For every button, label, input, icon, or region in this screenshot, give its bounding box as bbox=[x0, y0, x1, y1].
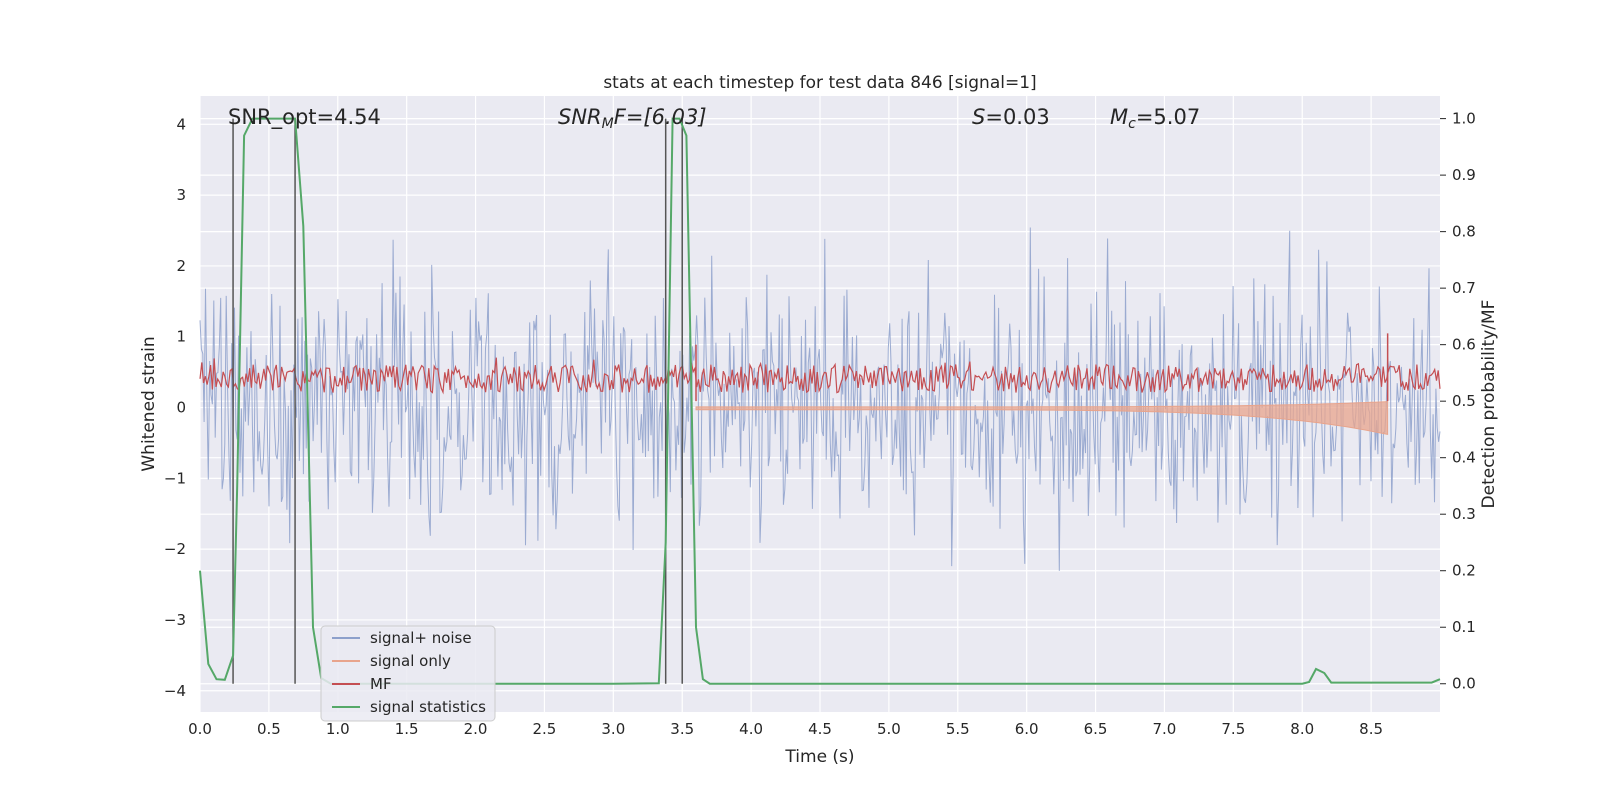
mc-base: M bbox=[1110, 105, 1128, 129]
signal-statistics-line bbox=[199, 117, 1441, 685]
x-tick-label: 1.0 bbox=[326, 720, 350, 738]
x-tick-label: 5.5 bbox=[946, 720, 970, 738]
y-left-tick-label: 0 bbox=[176, 399, 186, 417]
x-axis-label: Time (s) bbox=[784, 747, 854, 767]
s-var: S bbox=[972, 105, 985, 129]
x-tick-label: 6.5 bbox=[1084, 720, 1108, 738]
y-right-tick-label: 0.3 bbox=[1452, 505, 1476, 523]
x-tick-label: 4.5 bbox=[808, 720, 832, 738]
x-tick-label: 3.5 bbox=[670, 720, 694, 738]
y-right-tick-label: 0.6 bbox=[1452, 336, 1476, 354]
mc-rest: =5.07 bbox=[1136, 105, 1200, 129]
y-axis-label-left: Whitened strain bbox=[139, 336, 159, 471]
x-tick-label: 7.0 bbox=[1153, 720, 1177, 738]
y-right-tick-label: 0.0 bbox=[1452, 675, 1476, 693]
signal-only-line bbox=[695, 401, 1389, 436]
x-tick-label: 6.0 bbox=[1015, 720, 1039, 738]
legend-label-signal-only: signal only bbox=[370, 652, 451, 670]
annotation-snr-mf: SNRMF=[6.03] bbox=[558, 105, 707, 132]
snr-mf-sub: M bbox=[602, 116, 614, 132]
snr-mf-base: SNR bbox=[558, 105, 602, 129]
x-tick-label: 8.0 bbox=[1290, 720, 1314, 738]
y-right-tick-label: 0.4 bbox=[1452, 449, 1476, 467]
x-tick-label: 2.0 bbox=[464, 720, 488, 738]
ticks: 0.0 0.5 1.0 1.5 2.0 2.5 3.0 3.5 4.0 4.5 5.0 5.5 6.0 6… bbox=[164, 110, 1476, 738]
x-tick-label: 0.0 bbox=[188, 720, 212, 738]
x-tick-label: 3.0 bbox=[601, 720, 625, 738]
y-left-tick-label: 4 bbox=[176, 115, 186, 133]
y-left-tick-label: 2 bbox=[176, 257, 186, 275]
y-right-tick-label: 0.8 bbox=[1452, 223, 1476, 241]
signal-noise-line bbox=[199, 227, 1441, 571]
grid bbox=[199, 96, 1440, 712]
mf-line bbox=[199, 357, 1441, 395]
y-left-tick-label: −2 bbox=[164, 540, 186, 558]
chart-title: stats at each timestep for test data 846… bbox=[603, 73, 1036, 93]
y-left-tick-label: 1 bbox=[176, 328, 186, 346]
x-tick-label: 0.5 bbox=[257, 720, 281, 738]
x-tick-label: 4.0 bbox=[739, 720, 763, 738]
y-right-tick-label: 0.7 bbox=[1452, 279, 1476, 297]
y-axis-label-right: Detection probability/MF bbox=[1479, 300, 1499, 509]
y-right-tick-label: 1.0 bbox=[1452, 110, 1476, 128]
y-right-tick-label: 0.2 bbox=[1452, 562, 1476, 580]
x-tick-label: 8.5 bbox=[1359, 720, 1383, 738]
x-tick-label: 7.5 bbox=[1221, 720, 1245, 738]
y-left-tick-label: 3 bbox=[176, 186, 186, 204]
legend-label-mf: MF bbox=[370, 675, 392, 693]
annotation-mc: Mc=5.07 bbox=[1110, 105, 1200, 132]
snr-mf-rest: F=[6.03] bbox=[614, 105, 707, 129]
y-right-tick-label: 0.9 bbox=[1452, 166, 1476, 184]
legend-label-signal-statistics: signal statistics bbox=[370, 698, 486, 716]
mc-sub: c bbox=[1128, 116, 1136, 132]
y-left-tick-label: −1 bbox=[164, 469, 186, 487]
legend-box bbox=[320, 625, 496, 722]
x-tick-label: 1.5 bbox=[395, 720, 419, 738]
y-left-tick-label: −3 bbox=[164, 611, 186, 629]
legend-label-signal-noise: signal+ noise bbox=[370, 629, 472, 647]
annotation-s: S=0.03 bbox=[972, 105, 1050, 129]
s-rest: =0.03 bbox=[985, 105, 1049, 129]
x-tick-label: 5.0 bbox=[877, 720, 901, 738]
annotation-snr-opt: SNR_opt=4.54 bbox=[228, 105, 381, 130]
plot-layer bbox=[199, 117, 1441, 685]
y-left-tick-label: −4 bbox=[164, 682, 186, 700]
x-tick-label: 2.5 bbox=[533, 720, 557, 738]
y-right-tick-label: 0.5 bbox=[1452, 392, 1476, 410]
legend: signal+ noise signal only MF signal stat… bbox=[320, 625, 496, 722]
y-right-tick-label: 0.1 bbox=[1452, 618, 1476, 636]
